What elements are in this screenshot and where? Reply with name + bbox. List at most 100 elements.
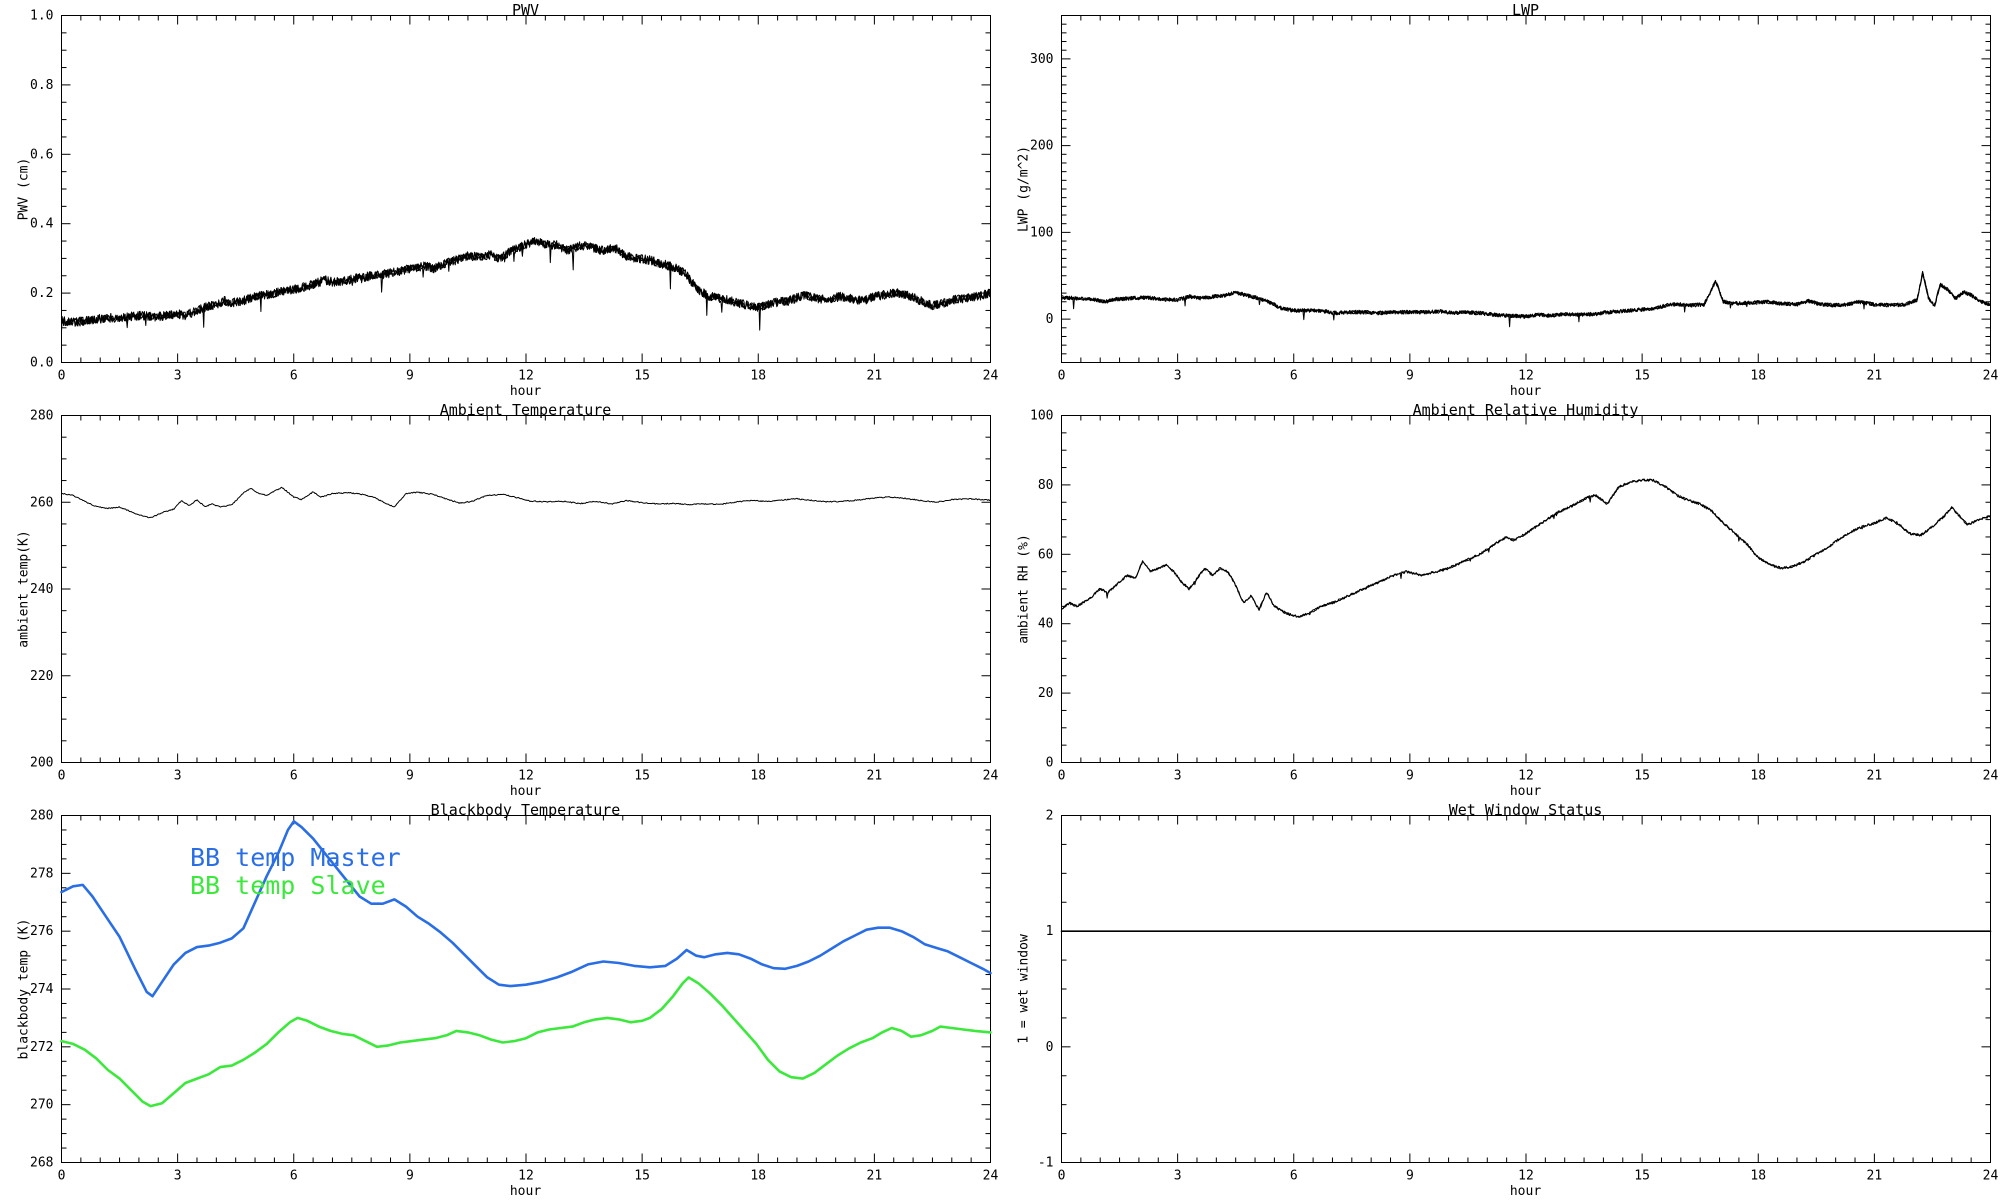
svg-text:280: 280 [30,809,53,824]
svg-text:9: 9 [406,769,414,784]
svg-text:6: 6 [290,369,298,384]
svg-text:6: 6 [290,769,298,784]
svg-text:24: 24 [1983,369,1999,384]
wet-window-title: Wet Window Status [1448,801,1603,819]
svg-text:12: 12 [518,1169,534,1184]
svg-text:260: 260 [30,495,53,510]
svg-text:18: 18 [1750,769,1766,784]
svg-text:0.0: 0.0 [30,356,53,371]
svg-text:6: 6 [1290,1169,1298,1184]
wet-window-x-axis-label: hour [1509,1184,1542,1199]
svg-text:0.8: 0.8 [30,78,53,93]
svg-text:15: 15 [634,769,650,784]
wet-window-y-axis-label: 1 = wet window [1016,934,1032,1044]
legend-bb-temp-slave: BB temp Slave [190,871,386,900]
svg-text:278: 278 [30,866,53,881]
svg-text:15: 15 [1634,369,1650,384]
svg-text:200: 200 [30,756,53,771]
svg-text:12: 12 [518,369,534,384]
blackbody-temperature-plot-canvas: 0 3 6 9 12 15 18 21 24 268 270 272 274 276 278 280 [30,809,999,1184]
blackbody-legend: BB temp Master BB temp Slave [190,844,401,900]
svg-text:0: 0 [1058,769,1066,784]
svg-text:270: 270 [30,1098,53,1113]
ambient-rh-y-axis-label: ambient RH (%) [1016,534,1032,644]
svg-text:268: 268 [30,1156,53,1171]
svg-text:1: 1 [1046,924,1054,939]
blackbody-temperature-chart-panel: 0 3 6 9 12 15 18 21 24 268 270 272 274 276 278 280 Blac… [0,800,1000,1200]
svg-text:21: 21 [1867,369,1883,384]
svg-text:20: 20 [1038,686,1054,701]
svg-text:18: 18 [750,1169,766,1184]
svg-text:0: 0 [1046,756,1054,771]
svg-text:80: 80 [1038,478,1054,493]
ambient-temperature-chart-panel: 0 3 6 9 12 15 18 21 24 200 220 240 260 280 Ambient Te… [0,400,1000,800]
svg-text:9: 9 [1406,1169,1414,1184]
blackbody-temperature-x-axis-label: hour [509,1184,542,1199]
pwv-x-axis-label: hour [509,384,542,399]
svg-text:100: 100 [1030,409,1053,424]
pwv-title: PWV [511,1,540,19]
svg-text:3: 3 [1174,1169,1182,1184]
svg-text:0: 0 [1046,312,1054,327]
svg-text:1.0: 1.0 [30,9,53,24]
svg-text:6: 6 [1290,369,1298,384]
svg-text:-1: -1 [1038,1156,1054,1171]
ambient-rh-title: Ambient Relative Humidity [1412,401,1639,419]
svg-text:9: 9 [406,369,414,384]
svg-text:100: 100 [1030,225,1053,240]
svg-text:24: 24 [1983,769,1999,784]
pwv-plot-canvas: 0 3 6 9 12 15 18 21 24 0.0 0.2 0.4 0.6 0.8 1.0 [30,9,999,384]
ambient-rh-chart-panel: 0 3 6 9 12 15 18 21 24 0 20 40 60 80 100 Ambient Relat… [1000,400,2000,800]
lwp-plot-canvas: 0 3 6 9 12 15 18 21 24 0 100 200 300 [1030,15,1999,384]
ambient-rh-plot-canvas: 0 3 6 9 12 15 18 21 24 0 20 40 60 80 100 [1030,409,1999,784]
svg-text:12: 12 [1518,769,1534,784]
svg-text:9: 9 [1406,769,1414,784]
svg-text:0.4: 0.4 [30,217,54,232]
blackbody-temperature-title: Blackbody Temperature [430,801,621,819]
svg-text:0: 0 [58,369,66,384]
svg-text:21: 21 [867,1169,883,1184]
svg-text:0: 0 [58,1169,66,1184]
svg-text:18: 18 [1750,369,1766,384]
svg-text:0: 0 [1058,369,1066,384]
legend-bb-temp-master: BB temp Master [190,843,401,872]
ambient-temperature-x-axis-label: hour [509,784,542,799]
ambient-temperature-y-axis-label: ambient temp(K) [16,530,32,648]
wet-window-chart-panel: 0 3 6 9 12 15 18 21 24 -1 0 1 2 Wet Window Status 1 … [1000,800,2000,1200]
pwv-chart-panel: 0 3 6 9 12 15 18 21 24 0.0 0.2 0.4 0.6 0.8 1.0 PWV PWV… [0,0,1000,400]
svg-text:2: 2 [1046,809,1054,824]
svg-text:18: 18 [750,769,766,784]
svg-text:15: 15 [634,369,650,384]
svg-text:3: 3 [174,369,182,384]
svg-text:3: 3 [174,1169,182,1184]
lwp-y-axis-label: LWP (g/m^2) [1016,145,1032,233]
svg-text:3: 3 [1174,369,1182,384]
svg-text:9: 9 [406,1169,414,1184]
svg-text:24: 24 [983,369,999,384]
svg-text:6: 6 [1290,769,1298,784]
svg-text:274: 274 [30,982,54,997]
svg-text:12: 12 [518,769,534,784]
svg-text:24: 24 [983,1169,999,1184]
svg-text:280: 280 [30,409,53,424]
ambient-temperature-plot-canvas: 0 3 6 9 12 15 18 21 24 200 220 240 260 280 [30,409,999,784]
svg-text:21: 21 [1867,1169,1883,1184]
svg-text:12: 12 [1518,1169,1534,1184]
svg-text:15: 15 [1634,769,1650,784]
blackbody-temperature-y-axis-label: blackbody temp (K) [16,918,32,1060]
svg-text:300: 300 [1030,52,1053,67]
svg-text:9: 9 [1406,369,1414,384]
svg-text:60: 60 [1038,547,1054,562]
svg-text:0: 0 [58,769,66,784]
lwp-x-axis-label: hour [1509,384,1542,399]
svg-text:3: 3 [174,769,182,784]
svg-text:276: 276 [30,924,53,939]
ambient-temperature-title: Ambient Temperature [439,401,612,419]
ambient-rh-x-axis-label: hour [1509,784,1542,799]
svg-text:200: 200 [1030,139,1053,154]
svg-text:24: 24 [1983,1169,1999,1184]
svg-text:40: 40 [1038,617,1054,632]
svg-text:24: 24 [983,769,999,784]
